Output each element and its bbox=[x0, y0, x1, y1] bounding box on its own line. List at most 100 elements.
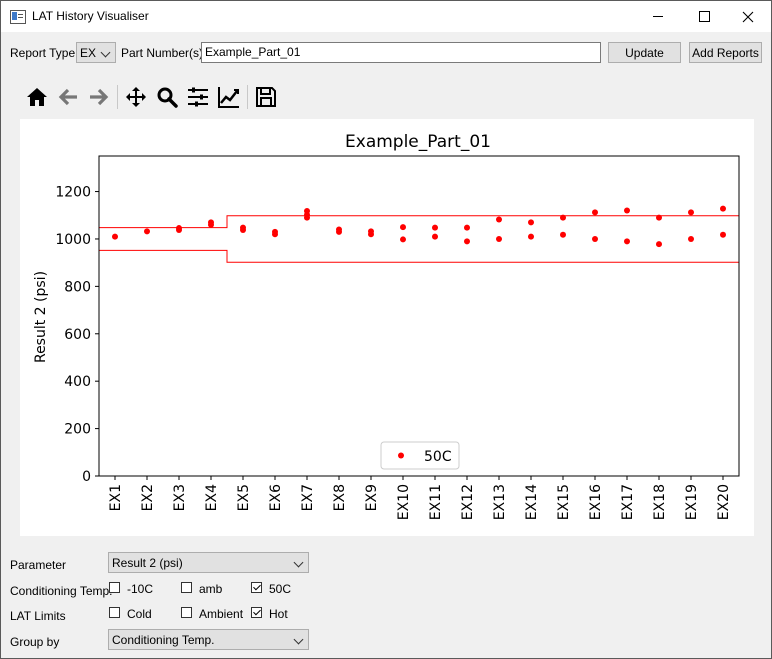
edit-axis-icon[interactable] bbox=[217, 85, 241, 109]
data-point bbox=[432, 224, 438, 231]
data-point bbox=[368, 228, 374, 235]
data-point bbox=[592, 209, 598, 216]
checkbox-amb[interactable] bbox=[181, 582, 192, 593]
chevron-down-icon bbox=[293, 634, 304, 645]
x-tick-label: EX13 bbox=[492, 484, 508, 520]
data-point bbox=[272, 228, 278, 235]
data-point bbox=[560, 231, 566, 238]
checkbox-cold[interactable] bbox=[109, 607, 120, 618]
data-point bbox=[688, 235, 694, 242]
minimize-icon bbox=[653, 16, 663, 17]
data-point bbox=[528, 233, 534, 240]
checkbox-hot-label: Hot bbox=[269, 607, 288, 621]
checkbox-50c[interactable] bbox=[251, 582, 262, 593]
y-tick-label: 400 bbox=[64, 374, 91, 390]
y-tick-label: 200 bbox=[64, 422, 91, 438]
parameter-label: Parameter bbox=[10, 558, 67, 572]
data-point bbox=[496, 235, 502, 242]
data-point bbox=[464, 238, 470, 245]
data-point bbox=[208, 219, 214, 226]
x-tick-label: EX20 bbox=[716, 484, 732, 520]
update-button[interactable]: Update bbox=[608, 42, 681, 63]
checkbox-hot[interactable] bbox=[251, 607, 262, 618]
x-tick-label: EX19 bbox=[684, 484, 700, 520]
data-point bbox=[400, 236, 406, 243]
x-tick-label: EX6 bbox=[268, 484, 284, 511]
limit-lines bbox=[99, 215, 739, 263]
data-point bbox=[688, 209, 694, 216]
zoom-icon[interactable] bbox=[155, 85, 179, 109]
back-icon[interactable] bbox=[56, 85, 80, 109]
x-axis: EX1 EX2 EX3 EX4 EX5 EX6 EX7 EX8 EX9 EX10 EX11 EX12 E… bbox=[108, 476, 732, 520]
data-point bbox=[624, 207, 630, 214]
add-reports-button[interactable]: Add Reports bbox=[689, 42, 762, 63]
pan-icon[interactable] bbox=[124, 85, 148, 109]
x-tick-label: EX12 bbox=[460, 484, 476, 520]
data-point bbox=[720, 231, 726, 238]
parameter-value: Result 2 (psi) bbox=[112, 556, 183, 570]
toolbar-separator bbox=[247, 85, 248, 109]
data-point bbox=[432, 233, 438, 240]
data-point bbox=[464, 224, 470, 231]
checkbox-minus10c[interactable] bbox=[109, 582, 120, 593]
data-point bbox=[112, 233, 118, 240]
x-tick-label: EX14 bbox=[524, 484, 540, 520]
x-tick-label: EX15 bbox=[556, 484, 572, 520]
x-tick-label: EX18 bbox=[652, 484, 668, 520]
data-point bbox=[496, 216, 502, 223]
checkbox-cold-label: Cold bbox=[127, 607, 152, 621]
x-tick-label: EX4 bbox=[204, 484, 220, 511]
plot-canvas[interactable]: Example_Part_01 Result 2 (psi) 0 200 400 60… bbox=[20, 119, 754, 536]
y-tick-label: 1200 bbox=[55, 185, 91, 201]
parameter-select[interactable]: Result 2 (psi) bbox=[108, 552, 309, 573]
maximize-button[interactable] bbox=[681, 1, 727, 32]
app-icon bbox=[10, 10, 26, 24]
data-point bbox=[336, 226, 342, 233]
legend-label: 50C bbox=[424, 449, 452, 465]
x-tick-label: EX17 bbox=[620, 484, 636, 520]
report-type-select[interactable]: EX bbox=[76, 42, 116, 63]
data-points bbox=[112, 205, 726, 248]
data-point bbox=[400, 224, 406, 231]
y-tick-label: 0 bbox=[82, 469, 91, 485]
x-tick-label: EX7 bbox=[300, 484, 316, 511]
part-numbers-input[interactable]: Example_Part_01 bbox=[201, 42, 601, 63]
legend-marker bbox=[398, 452, 404, 459]
report-type-label: Report Type bbox=[10, 46, 76, 60]
data-point bbox=[592, 235, 598, 242]
data-point bbox=[240, 224, 246, 231]
y-axis: 0 200 400 600 800 1000 1200 bbox=[55, 185, 99, 485]
x-tick-label: EX8 bbox=[332, 484, 348, 511]
minimize-button[interactable] bbox=[635, 1, 681, 32]
toolbar-separator bbox=[117, 85, 118, 109]
chart-title: Example_Part_01 bbox=[345, 132, 491, 152]
x-tick-label: EX5 bbox=[236, 484, 252, 511]
data-point bbox=[304, 207, 310, 214]
home-icon[interactable] bbox=[25, 85, 49, 109]
checkbox-ambient[interactable] bbox=[181, 607, 192, 618]
data-point bbox=[720, 205, 726, 212]
legend: 50C bbox=[380, 441, 460, 470]
save-icon[interactable] bbox=[254, 85, 278, 109]
forward-icon[interactable] bbox=[87, 85, 111, 109]
group-by-select[interactable]: Conditioning Temp. bbox=[108, 629, 309, 650]
data-point bbox=[624, 238, 630, 245]
maximize-icon bbox=[698, 11, 710, 22]
plot-frame bbox=[98, 155, 740, 477]
y-axis-label: Result 2 (psi) bbox=[33, 271, 49, 363]
x-tick-label: EX10 bbox=[396, 484, 412, 520]
title-bar: LAT History Visualiser bbox=[1, 1, 771, 32]
part-numbers-label: Part Number(s) bbox=[121, 46, 204, 60]
configure-subplots-icon[interactable] bbox=[186, 85, 210, 109]
chevron-down-icon bbox=[293, 557, 304, 568]
x-tick-label: EX11 bbox=[428, 484, 444, 520]
data-point bbox=[560, 214, 566, 221]
checkbox-amb-label: amb bbox=[199, 582, 223, 596]
data-point bbox=[528, 219, 534, 226]
group-by-label: Group by bbox=[10, 635, 60, 649]
lower-limit-line bbox=[99, 249, 739, 263]
checkbox-minus10c-label: -10C bbox=[127, 582, 154, 596]
data-point bbox=[176, 225, 182, 232]
close-button[interactable] bbox=[725, 1, 771, 32]
